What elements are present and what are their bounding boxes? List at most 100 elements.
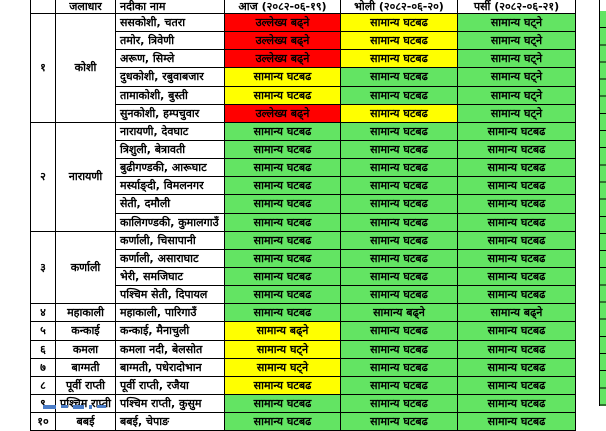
cut-off-blue-text-fragment: [43, 405, 106, 409]
forecast-status-cell: सामान्य घटबढ: [340, 85, 458, 105]
forecast-status-cell: सामान्य घटबढ: [224, 194, 341, 214]
basin-name-cell: कमला: [55, 339, 116, 359]
river-station-cell: भेरी, समजिघाट: [115, 266, 225, 287]
forecast-row: अरूण, सिम्ले उल्लेख्य बढ्ने सामान्य घटबढ सा…: [31, 49, 576, 69]
forecast-row: ३ कर्णाली कर्णाली, चिसापानी सामान्य घटबढ साम…: [30, 230, 576, 305]
forecast-status-cell: सामान्य घटबढ: [340, 321, 458, 341]
forecast-status-cell: सामान्य घट्ने: [457, 103, 576, 123]
forecast-status-cell: सामान्य घट्ने: [224, 357, 341, 377]
river-station-cell: सेती, दमौली: [115, 194, 225, 214]
header-watershed: जलाधार: [55, 0, 116, 14]
forecast-row: मर्स्याङ्दी, विमलनगर सामान्य घटबढ सामान्य …: [31, 176, 576, 196]
basin-name-cell: पश्चिम राप्ती: [55, 393, 116, 414]
forecast-status-cell: सामान्य घटबढ: [224, 375, 341, 395]
forecast-row: १ कोशी ससकोशी, चतरा उल्लेख्य बढ्ने सामान्य घ…: [30, 12, 576, 123]
river-station-cell: पूर्वी राप्ती, रजैया: [115, 375, 225, 395]
forecast-row: ८ पूर्वी राप्ती पूर्वी राप्ती, रजैया सामान्…: [30, 375, 576, 395]
forecast-status-cell: सामान्य घटबढ: [224, 67, 341, 87]
forecast-status-cell: सामान्य घटबढ: [340, 248, 458, 268]
forecast-status-cell: सामान्य घटबढ: [457, 357, 576, 377]
basin-name-cell: पूर्वी राप्ती: [55, 375, 116, 395]
serial-number-cell: १०: [30, 412, 56, 431]
river-station-cell: तामाकोशी, बुस्ती: [115, 85, 225, 105]
forecast-status-cell: सामान्य घटबढ: [457, 230, 576, 250]
basin-name-cell: बाग्मती: [55, 357, 116, 377]
flood-forecast-table: जलाधार नदीका नाम आज (२०८२-०६-१९) भोली (२…: [30, 0, 576, 431]
forecast-status-cell: सामान्य घटबढ: [340, 194, 458, 214]
forecast-status-cell: सामान्य घटबढ: [224, 158, 341, 178]
river-station-cell: ससकोशी, चतरा: [115, 12, 225, 33]
forecast-row: ६ कमला कमला नदी, बेलसोत सामान्य घट्ने सामान्…: [30, 339, 576, 359]
forecast-status-cell: सामान्य घट्ने: [457, 31, 576, 51]
river-station-cell: पश्चिम राप्ती, कुसुम: [115, 393, 225, 414]
forecast-row: भेरी, समजिघाट सामान्य घटबढ सामान्य घटबढ साम…: [31, 266, 576, 287]
serial-number-cell: ६: [30, 339, 56, 359]
forecast-row: दुधकोशी, रबुवाबजार सामान्य घटबढ सामान्य घट…: [31, 67, 576, 87]
forecast-status-cell: सामान्य घटबढ: [224, 248, 341, 268]
forecast-status-cell: सामान्य घटबढ: [340, 393, 458, 414]
basin-name-cell: कन्काई: [55, 321, 116, 341]
header-tomorrow-date: भोली (२०८२-०६-२०): [340, 0, 458, 14]
forecast-status-cell: सामान्य घटबढ: [340, 176, 458, 196]
forecast-status-cell: सामान्य घटबढ: [340, 230, 458, 250]
forecast-status-cell: सामान्य घटबढ: [457, 248, 576, 268]
river-station-cell: कर्णाली, असाराघाट: [115, 248, 225, 268]
forecast-status-cell: सामान्य घटबढ: [340, 12, 458, 33]
header-row: जलाधार नदीका नाम आज (२०८२-०६-१९) भोली (२…: [30, 0, 576, 14]
river-station-cell: कमला नदी, बेलसोत: [115, 339, 225, 359]
river-station-cell: तमोर, त्रिवेणी: [115, 31, 225, 51]
forecast-status-cell: सामान्य घटबढ: [340, 339, 458, 359]
forecast-status-cell: सामान्य घटबढ: [224, 266, 341, 287]
flood-forecast-table-wrap: जलाधार नदीका नाम आज (२०८२-०६-१९) भोली (२…: [30, 0, 576, 431]
serial-number-cell: १: [30, 13, 56, 123]
forecast-status-cell: सामान्य घटबढ: [457, 393, 576, 414]
forecast-status-cell: सामान्य घटबढ: [224, 85, 341, 105]
forecast-row: २ नारायणी नारायणी, देवघाट सामान्य घटबढ सामान…: [30, 121, 576, 232]
basin-name-cell: महाकाली: [55, 303, 116, 323]
forecast-status-cell: सामान्य बढ्ने: [340, 303, 458, 323]
header-river-name: नदीका नाम: [115, 0, 225, 14]
forecast-row: तामाकोशी, बुस्ती सामान्य घटबढ सामान्य घटबढ…: [31, 85, 576, 105]
forecast-status-cell: उल्लेख्य बढ्ने: [224, 12, 341, 33]
cropped-next-column-sliver: [599, 0, 606, 406]
header-dayafter-date: पर्सी (२०८२-०६-२१): [457, 0, 576, 14]
forecast-status-cell: सामान्य घटबढ: [340, 49, 458, 69]
forecast-status-cell: सामान्य घटबढ: [340, 285, 458, 305]
forecast-status-cell: सामान्य घटबढ: [224, 285, 341, 305]
serial-number-cell: ४: [30, 303, 56, 323]
forecast-status-cell: सामान्य घटबढ: [340, 103, 458, 123]
forecast-status-cell: सामान्य घटबढ: [224, 393, 341, 414]
forecast-row: ७ बाग्मती बाग्मती, पधेरादोभान सामान्य घट्ने…: [30, 357, 576, 377]
forecast-status-cell: सामान्य घटबढ: [457, 176, 576, 196]
serial-number-cell: २: [30, 121, 56, 232]
forecast-status-cell: सामान्य घटबढ: [340, 266, 458, 287]
forecast-status-cell: सामान्य घट्ने: [457, 12, 576, 33]
forecast-status-cell: सामान्य घटबढ: [340, 31, 458, 51]
forecast-status-cell: सामान्य घटबढ: [457, 139, 576, 160]
river-station-cell: बबई, चेपाङ: [115, 412, 225, 431]
serial-number-cell: ५: [30, 321, 56, 341]
forecast-row: ९ पश्चिम राप्ती पश्चिम राप्ती, कुसुम सामान्…: [30, 393, 576, 414]
forecast-status-cell: सामान्य घटबढ: [224, 230, 341, 250]
forecast-status-cell: सामान्य घटबढ: [340, 121, 458, 141]
forecast-status-cell: सामान्य घटबढ: [340, 212, 458, 232]
forecast-status-cell: सामान्य घटबढ: [224, 412, 341, 431]
serial-number-cell: ३: [30, 230, 56, 305]
forecast-status-cell: सामान्य घटबढ: [224, 121, 341, 141]
forecast-status-cell: सामान्य घटबढ: [340, 357, 458, 377]
basin-name-cell: कर्णाली: [55, 230, 116, 305]
river-station-cell: कन्काई, मैनाचुली: [115, 321, 225, 341]
river-station-cell: नारायणी, देवघाट: [115, 121, 225, 141]
forecast-status-cell: सामान्य घटबढ: [457, 321, 576, 341]
forecast-status-cell: सामान्य घट्ने: [224, 339, 341, 359]
river-station-cell: बाग्मती, पधेरादोभान: [115, 357, 225, 377]
river-station-cell: पश्चिम सेती, दिपायल: [115, 285, 225, 305]
forecast-status-cell: सामान्य घट्ने: [457, 67, 576, 87]
forecast-status-cell: सामान्य घटबढ: [457, 375, 576, 395]
forecast-status-cell: सामान्य घटबढ: [340, 375, 458, 395]
serial-number-cell: ८: [30, 375, 56, 395]
forecast-status-cell: सामान्य घटबढ: [457, 285, 576, 305]
forecast-status-cell: सामान्य घटबढ: [457, 266, 576, 287]
forecast-table-body: १ कोशी ससकोशी, चतरा उल्लेख्य बढ्ने सामान्य घ…: [30, 12, 576, 431]
forecast-status-cell: सामान्य घटबढ: [224, 212, 341, 232]
